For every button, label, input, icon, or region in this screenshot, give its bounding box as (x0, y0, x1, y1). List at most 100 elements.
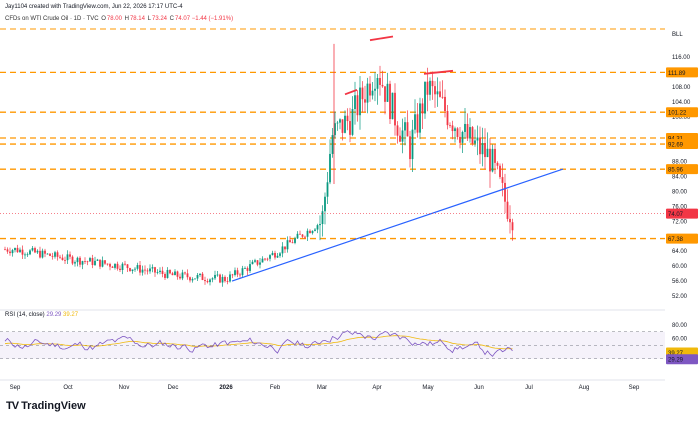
candle-body (404, 122, 406, 131)
candle-body (469, 127, 471, 139)
time-tick-label: Jun (474, 385, 484, 391)
candle-body (379, 78, 381, 85)
candle-body (386, 83, 389, 102)
candle-body (236, 270, 239, 275)
candle-body (349, 121, 351, 135)
rsi-value: 29.29 (46, 312, 62, 318)
candle-body (69, 254, 71, 257)
candle-body (496, 162, 499, 166)
candle-body (86, 261, 89, 263)
candle-body (444, 96, 446, 111)
candle-body (506, 201, 509, 219)
candle-body (49, 253, 51, 256)
candle-body (309, 230, 311, 234)
candle-body (501, 177, 504, 183)
candle-body (21, 249, 24, 255)
time-tick-label: May (422, 385, 433, 391)
candle-body (359, 87, 361, 116)
candle-body (436, 91, 439, 95)
candle-body (41, 250, 44, 258)
price-tick-label: 100.00 (672, 115, 691, 121)
candle-body (136, 265, 139, 269)
candle-body (114, 263, 116, 268)
candle-body (329, 153, 331, 183)
rsi-header: RSI (14, close) 29.29 39.27 (5, 312, 78, 318)
candle-body (286, 240, 289, 250)
candle-body (419, 103, 421, 133)
candle-body (361, 87, 364, 100)
candle-body (131, 269, 134, 272)
candle-body (481, 142, 484, 155)
candle-body (291, 242, 294, 244)
rsi-tag: 29.29 (668, 358, 684, 364)
candle-body (141, 269, 144, 273)
time-tick-label: Sep (629, 385, 640, 391)
current-price-label: 74.07 (668, 212, 684, 218)
candle-body (6, 249, 9, 252)
tradingview-brand[interactable]: TV TradingView (6, 400, 86, 412)
time-tick-label: Nov (119, 385, 130, 391)
candle-body (364, 99, 366, 103)
candle-body (376, 78, 379, 89)
candle-body (369, 83, 371, 96)
candle-body (424, 81, 426, 114)
candle-body (279, 253, 281, 256)
candle-body (511, 222, 514, 231)
price-tick-label: 88.00 (672, 160, 688, 166)
candle-body (339, 119, 341, 123)
candle-body (9, 251, 11, 254)
candle-body (24, 254, 26, 256)
price-tick-label: 108.00 (672, 85, 691, 91)
price-axis-bg (665, 25, 700, 380)
candle-body (384, 86, 386, 102)
candle-body (234, 270, 236, 275)
candle-body (79, 257, 81, 265)
candle-body (381, 84, 384, 87)
close-value: 74.07 (175, 16, 191, 22)
time-tick-label: 2026 (219, 385, 233, 391)
candle-body (366, 83, 369, 103)
candle-body (494, 148, 496, 163)
candle-body (294, 238, 296, 243)
time-tick-label: Oct (63, 385, 73, 391)
candle-body (26, 254, 29, 256)
candle-body (306, 230, 309, 237)
symbol-header: CFDs on WTI Crude Oil · 1D · TVC O78.00 … (5, 16, 234, 22)
candle-body (479, 137, 481, 155)
candle-body (429, 80, 431, 95)
candle-body (101, 260, 104, 267)
candle-body (446, 110, 449, 126)
level-label-bg (666, 139, 698, 150)
candle-body (156, 272, 159, 273)
candle-body (491, 148, 494, 172)
candle-body (409, 136, 411, 160)
candle-body (296, 233, 299, 239)
support-trendline (231, 168, 564, 282)
level-label-bg (666, 233, 698, 244)
candle-body (439, 91, 441, 97)
candle-body (351, 109, 354, 135)
candle-body (509, 218, 511, 223)
candle-body (371, 90, 374, 96)
candle-body (56, 252, 59, 257)
candle-body (71, 256, 74, 264)
candle-body (374, 88, 376, 91)
candle-body (331, 135, 334, 154)
candle-body (184, 272, 186, 274)
candle-body (284, 246, 286, 250)
candle-body (334, 123, 336, 136)
candle-body (271, 252, 274, 256)
candle-body (36, 250, 39, 253)
candle-body (449, 125, 451, 126)
rsi-tick-label: 60.00 (672, 337, 688, 343)
candle-body (54, 252, 56, 257)
resistance-mark (423, 69, 454, 75)
candle-body (149, 268, 151, 272)
candle-body (454, 128, 456, 132)
price-tick-label: 56.00 (672, 279, 688, 285)
high-value: 78.14 (129, 16, 145, 22)
candle-body (289, 240, 291, 243)
candle-body (16, 247, 19, 253)
candle-body (179, 276, 181, 279)
